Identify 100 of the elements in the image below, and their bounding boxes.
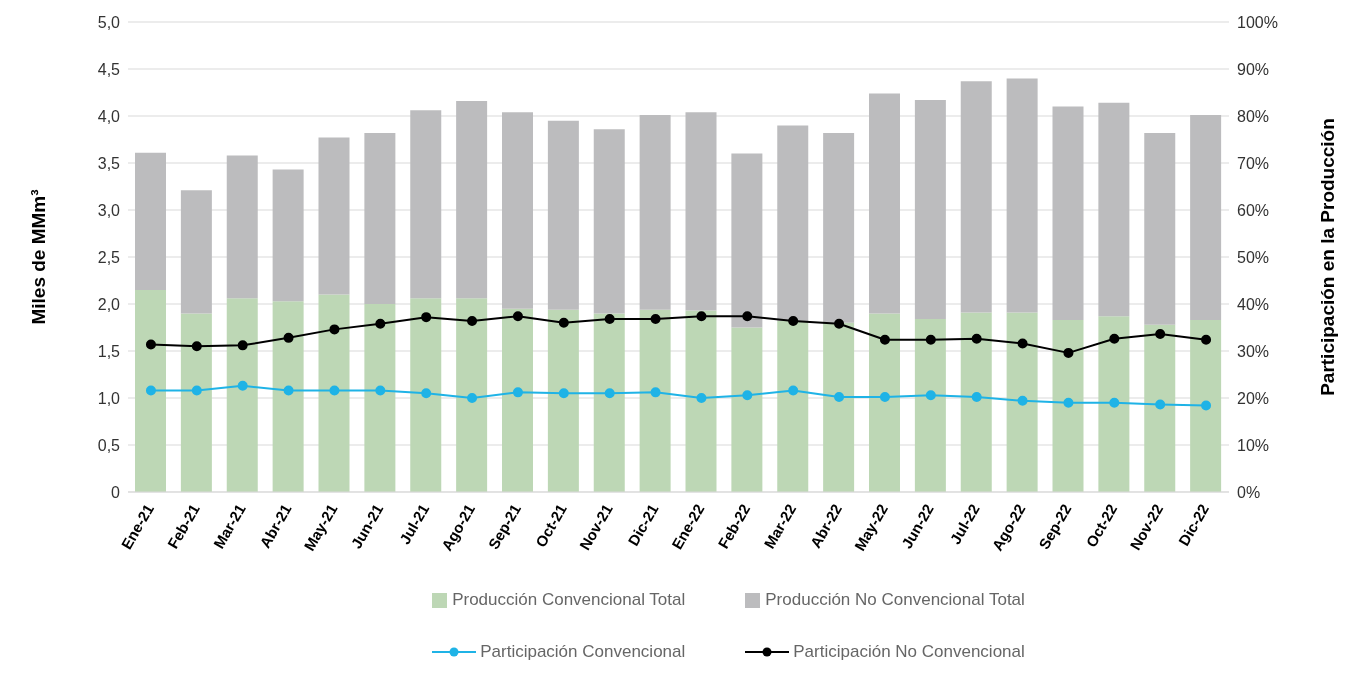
point xyxy=(1201,400,1212,411)
y2-tick-label: 80% xyxy=(1237,107,1270,125)
point xyxy=(879,392,890,403)
bar xyxy=(731,153,763,328)
y2-tick-label: 30% xyxy=(1237,342,1270,360)
y-tick-label: 1,5 xyxy=(97,342,121,360)
bar xyxy=(180,313,212,492)
y2-tick-label: 40% xyxy=(1237,295,1270,313)
bar xyxy=(960,81,992,313)
point xyxy=(742,311,753,322)
y2-tick-label: 70% xyxy=(1237,154,1270,172)
y2-tick-label: 100% xyxy=(1237,13,1278,31)
y-tick-label: 0,5 xyxy=(97,436,121,454)
bar xyxy=(639,309,671,492)
bar xyxy=(869,93,900,314)
bar xyxy=(318,137,350,295)
point xyxy=(1155,399,1166,410)
y-axis-title: Miles de MMm³ xyxy=(27,189,49,325)
y-tick-label: 3,0 xyxy=(97,201,121,219)
point xyxy=(145,385,156,396)
point xyxy=(696,393,707,403)
bar xyxy=(914,100,946,320)
y-tick-label: 2,0 xyxy=(97,295,121,313)
bar xyxy=(272,301,304,492)
bar xyxy=(502,308,533,492)
bar xyxy=(1144,324,1176,492)
y-tick-label: 4,0 xyxy=(97,107,121,125)
y-tick-label: 3,5 xyxy=(97,154,121,172)
bar xyxy=(502,112,533,309)
point xyxy=(879,334,890,345)
point xyxy=(329,385,340,396)
point xyxy=(971,392,982,403)
point xyxy=(604,314,615,325)
y2-tick-label: 10% xyxy=(1237,436,1270,454)
point xyxy=(467,393,478,403)
bar xyxy=(318,294,350,492)
point xyxy=(834,392,845,403)
bar xyxy=(272,169,304,302)
point xyxy=(925,334,936,345)
point xyxy=(788,315,799,326)
bar xyxy=(777,320,809,492)
bar xyxy=(1190,319,1222,492)
bar xyxy=(135,152,166,290)
point xyxy=(1109,397,1120,408)
bar xyxy=(869,313,900,492)
bar xyxy=(410,110,442,299)
point xyxy=(834,318,845,329)
point xyxy=(1063,397,1074,408)
bar xyxy=(593,129,625,314)
point xyxy=(604,388,615,399)
point xyxy=(421,388,432,399)
bar xyxy=(1098,102,1130,317)
point xyxy=(375,385,386,396)
bar xyxy=(1052,319,1084,492)
bar xyxy=(914,319,946,492)
bar xyxy=(226,155,258,299)
point xyxy=(237,380,248,391)
point xyxy=(512,311,523,322)
y2-tick-label: 90% xyxy=(1237,60,1270,78)
bar xyxy=(364,132,396,304)
bar xyxy=(685,310,717,492)
point xyxy=(650,314,661,325)
point xyxy=(696,311,707,322)
bar xyxy=(1144,132,1176,325)
bar xyxy=(226,298,258,492)
point xyxy=(788,385,799,396)
point xyxy=(650,387,661,398)
bar xyxy=(1052,106,1084,320)
point xyxy=(237,340,248,351)
bar xyxy=(1098,316,1130,492)
point xyxy=(1017,338,1028,349)
point xyxy=(1109,333,1120,344)
bar xyxy=(639,115,671,310)
bar xyxy=(456,298,488,492)
bar xyxy=(547,120,579,310)
bar xyxy=(1006,312,1038,492)
y-tick-label: 2,5 xyxy=(97,248,121,266)
bar xyxy=(593,313,625,492)
bar xyxy=(777,125,809,321)
point xyxy=(1017,395,1028,406)
point xyxy=(191,385,202,396)
legend-label: Participación Convencional xyxy=(480,642,686,662)
y-tick-label: 0 xyxy=(111,483,121,501)
y2-tick-label: 50% xyxy=(1237,248,1270,266)
y-tick-label: 4,5 xyxy=(97,60,121,78)
bar xyxy=(731,327,763,492)
bar xyxy=(456,100,488,299)
point xyxy=(1063,347,1074,358)
bar xyxy=(547,309,579,492)
bar xyxy=(135,289,166,492)
y2-tick-label: 0% xyxy=(1237,483,1261,501)
point xyxy=(467,315,478,326)
point xyxy=(742,390,753,401)
bar xyxy=(364,304,396,492)
bar xyxy=(180,190,212,314)
y-tick-label: 5,0 xyxy=(97,13,121,31)
legend-label: Producción No Convencional Total xyxy=(765,590,1025,610)
point xyxy=(329,324,340,335)
point xyxy=(145,339,156,350)
y2-tick-label: 60% xyxy=(1237,201,1270,219)
